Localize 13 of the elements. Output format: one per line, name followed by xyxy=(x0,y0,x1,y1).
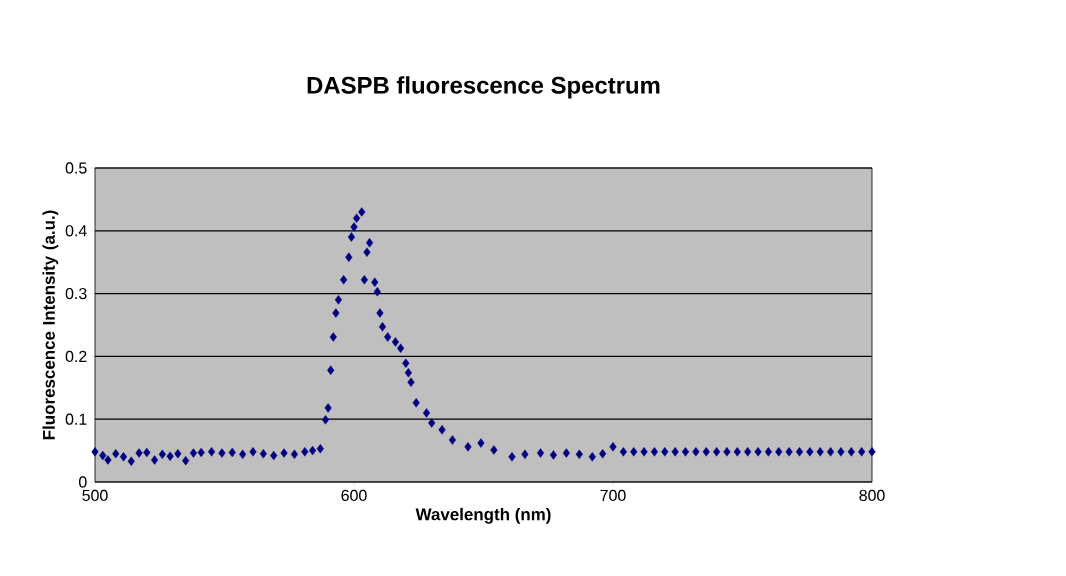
chart-title: DASPB fluorescence Spectrum xyxy=(307,76,660,99)
x-tick-label: 600 xyxy=(341,489,367,502)
y-tick-label: 0.4 xyxy=(65,225,87,237)
x-tick-label: 800 xyxy=(859,489,885,502)
y-tick-label: 0.1 xyxy=(65,413,87,425)
y-tick-label: 0 xyxy=(79,476,87,488)
y-tick-label: 0.2 xyxy=(65,350,87,363)
x-tick-label: 500 xyxy=(82,489,108,502)
y-tick-label: 0.3 xyxy=(65,287,87,300)
x-axis-title: Wavelength (nm) xyxy=(415,507,551,524)
y-axis-title: Fluorescence Intensity (a.u.) xyxy=(42,210,59,440)
x-tick-label: 700 xyxy=(600,489,626,502)
y-tick-label: 0.5 xyxy=(65,162,87,174)
